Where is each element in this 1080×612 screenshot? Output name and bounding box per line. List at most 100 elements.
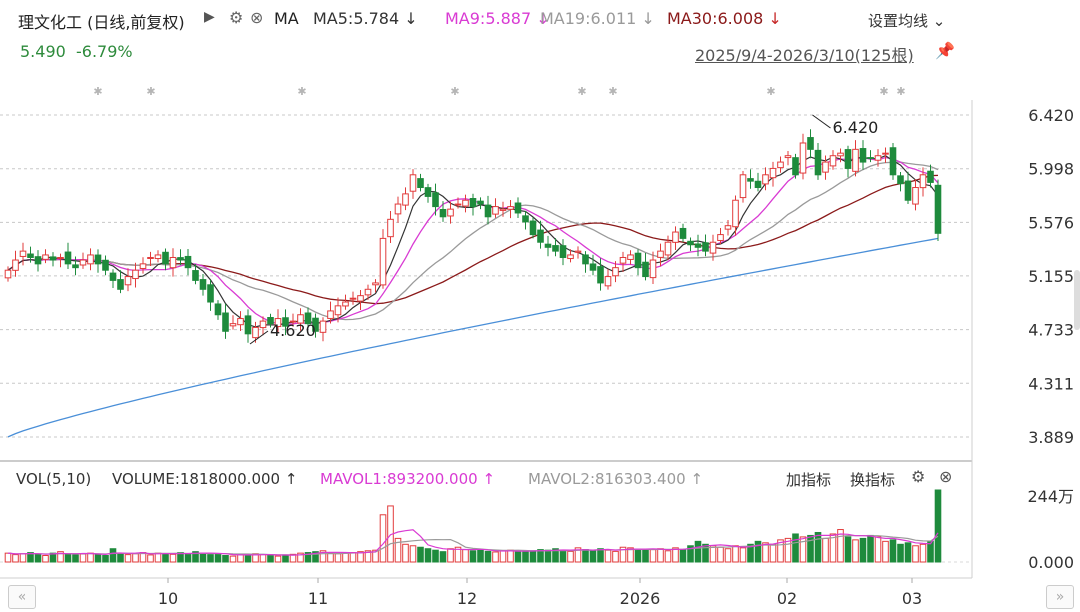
- candle-body[interactable]: [304, 312, 312, 325]
- candle-body[interactable]: [507, 206, 514, 210]
- candle-body[interactable]: [762, 174, 769, 185]
- candle-body[interactable]: [522, 215, 529, 223]
- candle-body[interactable]: [484, 204, 492, 218]
- volume-bar[interactable]: [432, 549, 439, 563]
- candle-body[interactable]: [597, 266, 604, 284]
- volume-bar[interactable]: [732, 545, 739, 563]
- gear-icon[interactable]: ⚙: [911, 467, 926, 486]
- event-marker-icon[interactable]: ✱: [577, 85, 586, 98]
- volume-bar[interactable]: [792, 533, 799, 563]
- volume-bar[interactable]: [589, 550, 597, 563]
- volume-bar[interactable]: [64, 553, 72, 563]
- volume-bar[interactable]: [814, 531, 822, 563]
- volume-bar[interactable]: [154, 552, 162, 563]
- candle-body[interactable]: [349, 297, 357, 300]
- volume-bar[interactable]: [747, 543, 754, 563]
- volume-bar[interactable]: [447, 548, 454, 563]
- candle-body[interactable]: [297, 314, 304, 324]
- volume-bar[interactable]: [117, 552, 124, 563]
- candle-body[interactable]: [529, 220, 537, 236]
- event-marker-icon[interactable]: ✱: [450, 85, 459, 98]
- volume-bar[interactable]: [784, 537, 792, 563]
- volume-bar[interactable]: [379, 514, 387, 563]
- candle-body[interactable]: [177, 257, 184, 261]
- candle-body[interactable]: [469, 198, 477, 208]
- volume-bar[interactable]: [829, 533, 837, 563]
- candle-body[interactable]: [897, 175, 904, 185]
- candle-body[interactable]: [372, 282, 379, 286]
- event-marker-icon[interactable]: ✱: [879, 85, 888, 98]
- event-marker-icon[interactable]: ✱: [146, 85, 155, 98]
- volume-bar[interactable]: [297, 552, 304, 563]
- candle-body[interactable]: [417, 178, 424, 189]
- candle-body[interactable]: [702, 242, 709, 252]
- settings-ma-dropdown[interactable]: 设置均线 ⌄: [868, 10, 945, 31]
- candle-body[interactable]: [769, 167, 777, 179]
- volume-bar[interactable]: [87, 552, 94, 563]
- volume-bar[interactable]: [289, 553, 297, 563]
- volume-bar[interactable]: [529, 550, 537, 563]
- candle-body[interactable]: [229, 323, 237, 327]
- candle-body[interactable]: [117, 279, 124, 290]
- volume-bar[interactable]: [199, 552, 207, 563]
- candle-body[interactable]: [544, 243, 552, 248]
- volume-bar[interactable]: [342, 552, 349, 563]
- candle-body[interactable]: [252, 326, 259, 339]
- candle-body[interactable]: [559, 245, 567, 258]
- volume-bar[interactable]: [409, 545, 417, 563]
- date-range[interactable]: 2025/9/4-2026/3/10(125根): [695, 46, 914, 65]
- volume-bar[interactable]: [702, 543, 709, 563]
- volume-bar[interactable]: [679, 549, 687, 563]
- volume-bar[interactable]: [799, 536, 807, 563]
- volume-bar[interactable]: [319, 550, 327, 563]
- candle-body[interactable]: [664, 241, 672, 256]
- volume-bar[interactable]: [672, 547, 679, 563]
- add-indicator-button[interactable]: 加指标: [786, 471, 832, 489]
- volume-bar[interactable]: [4, 552, 12, 563]
- candle-body[interactable]: [462, 199, 469, 207]
- volume-bar[interactable]: [739, 547, 747, 563]
- volume-bar[interactable]: [274, 555, 282, 563]
- candle-body[interactable]: [162, 251, 169, 265]
- volume-bar[interactable]: [349, 552, 357, 563]
- volume-bar[interactable]: [642, 549, 649, 563]
- volume-bar[interactable]: [717, 546, 724, 563]
- volume-bar[interactable]: [102, 555, 109, 563]
- volume-bar[interactable]: [207, 554, 214, 563]
- volume-bar[interactable]: [709, 545, 717, 563]
- volume-bar[interactable]: [724, 548, 732, 563]
- pin-icon[interactable]: 📌: [935, 41, 955, 60]
- volume-bar[interactable]: [807, 534, 814, 563]
- volume-bar[interactable]: [882, 540, 889, 563]
- candle-body[interactable]: [57, 256, 64, 259]
- volume-bar[interactable]: [544, 549, 552, 563]
- candle-body[interactable]: [934, 184, 942, 234]
- volume-bar[interactable]: [822, 537, 829, 563]
- volume-bar[interactable]: [469, 550, 477, 563]
- candle-body[interactable]: [12, 259, 19, 271]
- volume-bar[interactable]: [897, 543, 904, 563]
- volume-bar[interactable]: [582, 549, 589, 563]
- volume-bar[interactable]: [867, 534, 874, 563]
- volume-bar[interactable]: [537, 549, 544, 563]
- volume-bar[interactable]: [927, 540, 934, 563]
- close-circle-icon[interactable]: ⊗: [939, 467, 953, 486]
- volume-bar[interactable]: [12, 554, 19, 563]
- candle-body[interactable]: [327, 310, 334, 319]
- volume-bar[interactable]: [57, 551, 64, 563]
- candle-body[interactable]: [874, 155, 882, 161]
- candle-body[interactable]: [657, 250, 664, 258]
- candle-body[interactable]: [79, 259, 87, 266]
- candle-body[interactable]: [927, 170, 934, 183]
- candle-body[interactable]: [342, 301, 349, 307]
- play-triangle-icon[interactable]: ▶: [204, 9, 215, 25]
- volume-bar[interactable]: [612, 550, 619, 563]
- volume-bar[interactable]: [522, 551, 529, 563]
- candle-body[interactable]: [207, 284, 214, 303]
- candle-body[interactable]: [732, 199, 739, 228]
- candle-body[interactable]: [582, 254, 589, 265]
- candle-body[interactable]: [214, 303, 222, 316]
- candle-body[interactable]: [27, 253, 34, 258]
- volume-bar[interactable]: [34, 553, 42, 563]
- candle-body[interactable]: [904, 180, 912, 201]
